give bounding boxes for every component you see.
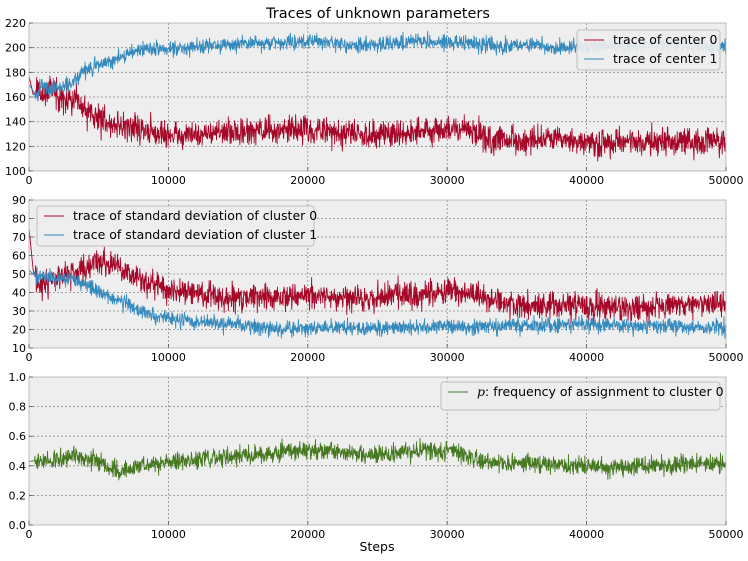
legend-label: trace of standard deviation of cluster 0 xyxy=(73,208,317,223)
y-tick-label: 100 xyxy=(5,165,26,178)
legend: trace of standard deviation of cluster 0… xyxy=(36,205,317,247)
x-tick-label: 0 xyxy=(26,351,33,364)
x-tick-label: 0 xyxy=(26,528,33,541)
x-tick-label: 50000 xyxy=(709,174,744,187)
x-tick-label: 10000 xyxy=(151,174,186,187)
y-tick-label: 90 xyxy=(12,194,26,207)
x-tick-label: 10000 xyxy=(151,528,186,541)
legend-label: trace of center 0 xyxy=(613,32,717,47)
legend-label: p: frequency of assignment to cluster 0 xyxy=(477,384,724,399)
x-tick-label: 0 xyxy=(26,174,33,187)
series-line-0 xyxy=(29,227,726,326)
legend-box xyxy=(576,29,721,71)
x-tick-label: 30000 xyxy=(430,528,465,541)
y-tick-label: 0.2 xyxy=(9,489,27,502)
series-group xyxy=(29,437,726,481)
x-tick-label: 40000 xyxy=(569,351,604,364)
y-tick-label: 50 xyxy=(12,268,26,281)
legend-label: trace of standard deviation of cluster 1 xyxy=(73,227,317,242)
x-tick-label: 30000 xyxy=(430,174,465,187)
x-tick-label: 20000 xyxy=(290,528,325,541)
y-tick-label: 200 xyxy=(5,42,26,55)
legend: p: frequency of assignment to cluster 0 xyxy=(440,381,724,411)
legend-box xyxy=(36,205,315,247)
legend-label-text: : frequency of assignment to cluster 0 xyxy=(485,384,724,399)
legend: trace of center 0 trace of center 1 xyxy=(576,29,721,71)
legend-box xyxy=(440,381,721,411)
x-tick-label: 10000 xyxy=(151,351,186,364)
y-tick-label: 120 xyxy=(5,140,26,153)
y-tick-label: 1.0 xyxy=(9,371,27,384)
y-tick-label: 60 xyxy=(12,250,26,263)
panel-std-devs: 0 10000 20000 30000 40000 50000 10 20 30 40 50 60 70… xyxy=(12,194,744,364)
series-line-1 xyxy=(29,267,726,339)
x-axis-label: Steps xyxy=(360,539,395,554)
y-tick-label: 20 xyxy=(12,324,26,337)
y-tick-label: 0.8 xyxy=(9,401,27,414)
x-tick-label: 40000 xyxy=(569,174,604,187)
plot-frame xyxy=(28,376,727,526)
y-tick-label: 10 xyxy=(12,342,26,355)
panel-frequency: 0 10000 20000 30000 40000 50000 0.0 0.2 0.4 0.6 0.… xyxy=(9,371,744,541)
y-tick-label: 180 xyxy=(5,66,26,79)
figure-title: Traces of unknown parameters xyxy=(265,6,490,22)
legend-label: trace of center 1 xyxy=(613,51,717,66)
y-tick-label: 0.6 xyxy=(9,430,27,443)
y-tick-label: 30 xyxy=(12,305,26,318)
x-tick-label: 50000 xyxy=(709,351,744,364)
series-line-0 xyxy=(29,75,726,162)
y-tick-label: 40 xyxy=(12,287,26,300)
y-tick-label: 80 xyxy=(12,213,26,226)
y-tick-label: 70 xyxy=(12,231,26,244)
y-tick-label: 140 xyxy=(5,116,26,129)
y-tick-label: 0.4 xyxy=(9,460,27,473)
y-tick-label: 0.0 xyxy=(9,519,27,532)
series-group xyxy=(29,227,726,339)
x-tick-label: 20000 xyxy=(290,351,325,364)
x-tick-label: 20000 xyxy=(290,174,325,187)
panel-centers: 0 10000 20000 30000 40000 50000 100 120 140 160 18… xyxy=(5,17,744,187)
x-tick-label: 50000 xyxy=(709,528,744,541)
y-tick-label: 160 xyxy=(5,91,26,104)
y-tick-label: 220 xyxy=(5,17,26,30)
x-tick-label: 30000 xyxy=(430,351,465,364)
legend-label-symbol: p xyxy=(477,384,485,399)
x-tick-label: 40000 xyxy=(569,528,604,541)
series-line-0 xyxy=(29,437,726,481)
